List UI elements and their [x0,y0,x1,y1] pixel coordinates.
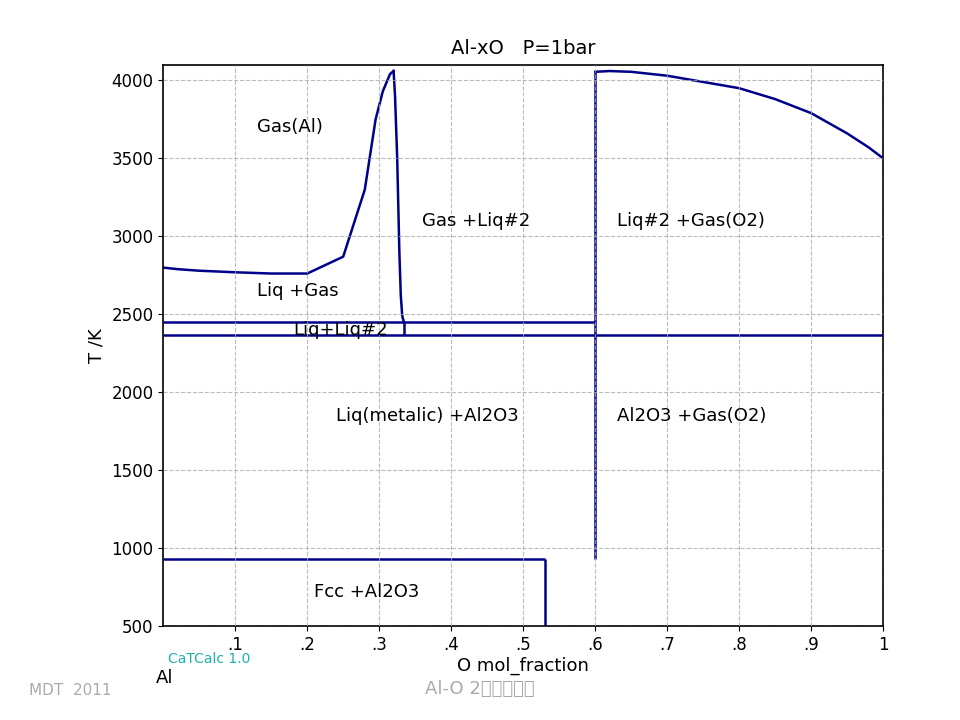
Text: Fcc +Al2O3: Fcc +Al2O3 [314,583,420,601]
Text: Al-O 2元系状態図: Al-O 2元系状態図 [425,680,535,698]
Title: Al-xO   P=1bar: Al-xO P=1bar [451,39,595,58]
Text: Al2O3 +Gas(O2): Al2O3 +Gas(O2) [617,407,766,425]
X-axis label: O mol_fraction: O mol_fraction [457,657,589,675]
Text: Liq +Gas: Liq +Gas [257,282,339,300]
Y-axis label: T /K: T /K [87,328,106,363]
Text: Liq(metalic) +Al2O3: Liq(metalic) +Al2O3 [336,407,518,425]
Text: Gas +Liq#2: Gas +Liq#2 [422,212,531,230]
Text: CaTCalc 1.0: CaTCalc 1.0 [168,652,251,665]
Text: MDT  2011: MDT 2011 [29,683,111,698]
Text: Liq#2 +Gas(O2): Liq#2 +Gas(O2) [617,212,765,230]
Text: Gas(Al): Gas(Al) [257,118,323,136]
Text: Al: Al [156,668,174,687]
Text: Liq+Liq#2: Liq+Liq#2 [293,321,388,339]
